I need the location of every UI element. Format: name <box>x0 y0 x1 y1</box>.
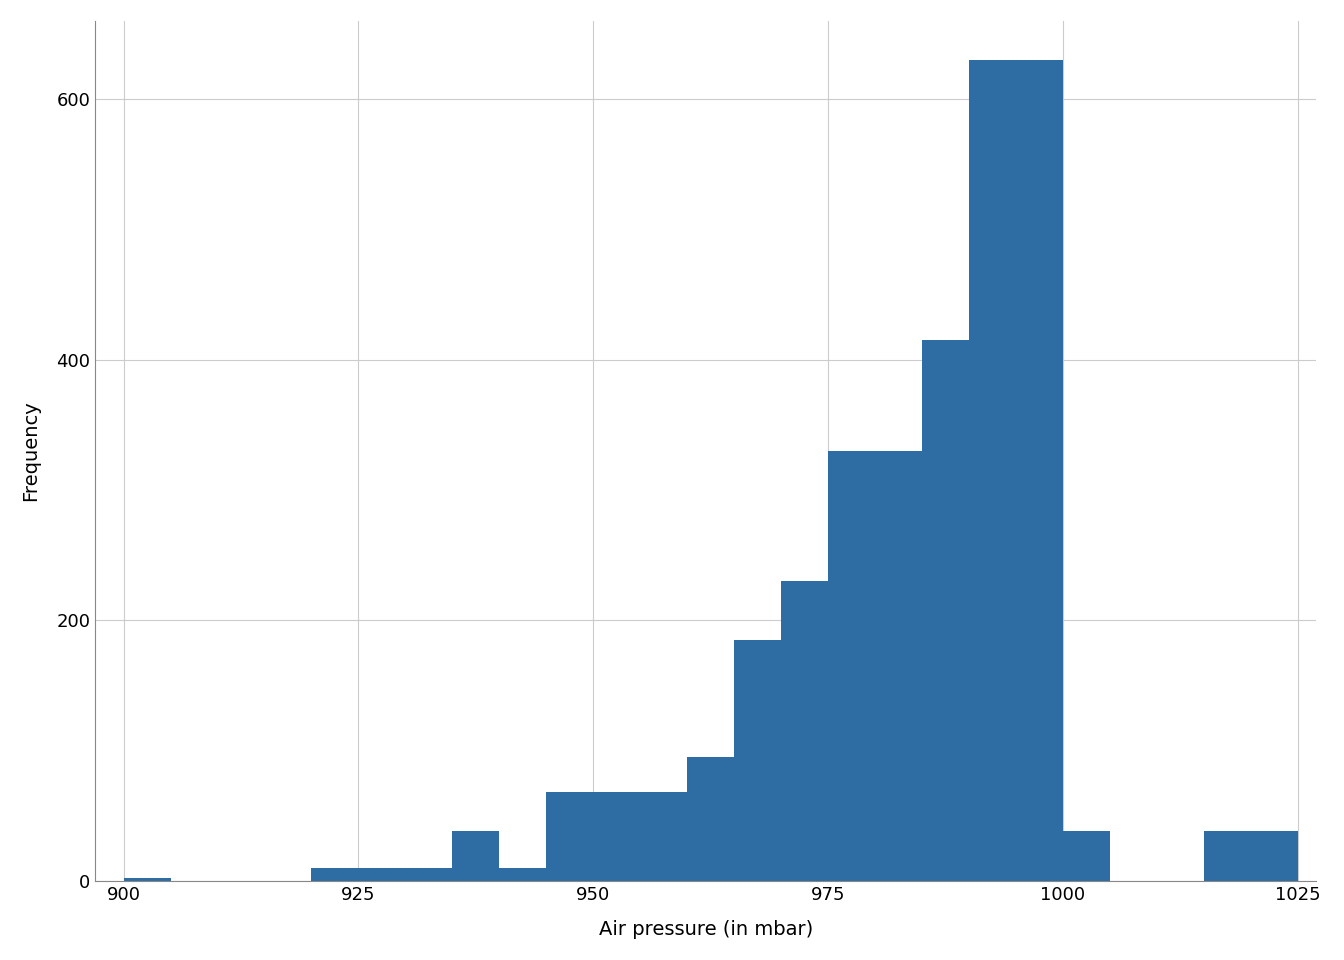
Bar <box>359 868 406 880</box>
Bar <box>546 792 593 880</box>
Bar <box>453 831 499 880</box>
Bar <box>1016 60 1063 880</box>
Y-axis label: Frequency: Frequency <box>22 400 40 501</box>
Bar <box>922 340 969 880</box>
Bar <box>406 868 453 880</box>
Bar <box>499 868 546 880</box>
Bar <box>124 878 171 880</box>
Bar <box>828 451 875 880</box>
Bar <box>875 451 922 880</box>
Bar <box>734 639 781 880</box>
Bar <box>640 792 687 880</box>
Bar <box>1063 831 1110 880</box>
Bar <box>969 60 1016 880</box>
Bar <box>1251 831 1297 880</box>
Bar <box>593 792 640 880</box>
Bar <box>781 581 828 880</box>
Bar <box>312 868 359 880</box>
Bar <box>687 756 734 880</box>
Bar <box>1204 831 1251 880</box>
X-axis label: Air pressure (in mbar): Air pressure (in mbar) <box>598 921 813 939</box>
